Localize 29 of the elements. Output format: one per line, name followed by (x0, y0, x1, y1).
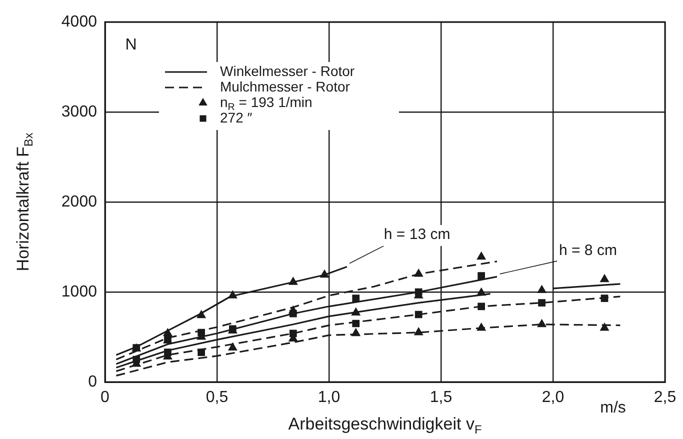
y-tick-label: 1000 (61, 283, 98, 300)
text: m/s (600, 399, 626, 416)
point (600, 323, 609, 331)
x-tick-label: 1,0 (318, 389, 340, 406)
x-tick-label: 2,5 (654, 389, 676, 406)
y-axis-title: Horizontalkraft FBx (14, 132, 36, 272)
point (476, 252, 486, 260)
annotation: h = 13 cm (384, 226, 450, 243)
point (478, 302, 485, 310)
point (228, 342, 238, 351)
point (538, 299, 546, 306)
point (537, 285, 546, 293)
y-tick-label: 0 (88, 373, 98, 390)
x-tick-label: 0,5 (206, 389, 228, 406)
point (478, 272, 485, 280)
x-tick-label: 1,5 (430, 389, 452, 406)
y-tick-label: 3000 (61, 103, 98, 120)
point (600, 274, 609, 282)
legend-label: 272 ″ (220, 109, 252, 126)
x-tick-label: 0 (100, 389, 110, 406)
point (414, 328, 423, 336)
annotation: h = 8 cm (559, 242, 617, 259)
y-tick-label: 4000 (61, 13, 98, 30)
y-tick-label: 2000 (61, 193, 98, 210)
x-tick-label: 2,0 (542, 389, 564, 406)
legend-label: Mulchmesser - Rotor (220, 78, 350, 94)
point (352, 294, 360, 302)
annotation: N (125, 36, 137, 54)
legend-label: Winkelmesser - Rotor (220, 62, 355, 79)
